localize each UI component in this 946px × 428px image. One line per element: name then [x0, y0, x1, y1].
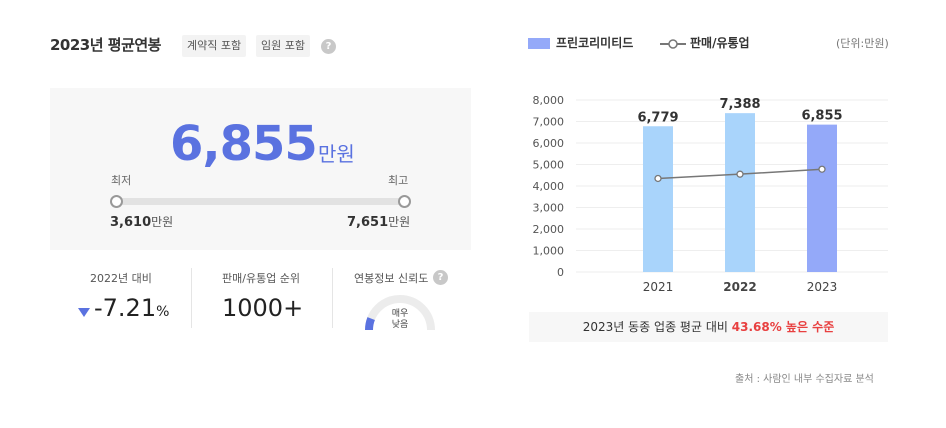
stat-rank-value: 1000+ [222, 294, 304, 322]
page-title: 2023년 평균연봉 [50, 36, 161, 54]
max-knob [398, 195, 411, 208]
y-tick-label: 8,000 [533, 94, 565, 107]
legend-line-icon [660, 39, 686, 49]
stat-yoy-value: -7.21% [94, 294, 170, 322]
stat-rank-label: 판매/유통업 순위 [222, 272, 301, 285]
bar-value-label: 6,855 [801, 109, 842, 124]
y-tick-label: 0 [557, 266, 564, 279]
min-value: 3,610만원 [110, 215, 174, 230]
industry-point [654, 174, 662, 183]
stat-divider [332, 268, 333, 328]
down-arrow-icon [78, 308, 90, 317]
help-icon[interactable]: ? [433, 270, 448, 285]
y-tick-label: 6,000 [533, 137, 565, 150]
tag-executive: 임원 포함 [256, 35, 310, 57]
industry-point [818, 165, 826, 173]
bar-value-label: 6,779 [637, 110, 678, 125]
gauge-text-1: 매우 [392, 308, 409, 319]
unit-note: (단위:만원) [836, 37, 889, 50]
gauge-track [365, 295, 435, 331]
help-icon[interactable]: ? [321, 39, 336, 54]
x-tick-label: 2022 [723, 280, 756, 294]
y-tick-label: 2,000 [533, 223, 565, 236]
tag-contract: 계약직 포함 [182, 35, 247, 57]
source-note: 출처 : 사람인 내부 수집자료 분석 [735, 374, 874, 385]
salary-card: 6,855 만원 최저 최고 3,610만원 7,651만원 [50, 88, 471, 250]
range-track [117, 198, 405, 205]
stat-yoy-label: 2022년 대비 [90, 272, 152, 285]
y-tick-label: 4,000 [533, 180, 565, 193]
stat-divider [191, 268, 192, 328]
bar [643, 126, 673, 272]
x-tick-label: 2023 [807, 280, 838, 294]
min-label: 최저 [111, 174, 132, 187]
bar [725, 113, 755, 272]
y-tick-label: 7,000 [533, 116, 565, 129]
industry-point [736, 170, 744, 178]
average-salary-unit: 만원 [318, 142, 355, 166]
max-label: 최고 [388, 174, 409, 187]
y-tick-label: 1,000 [533, 245, 565, 258]
legend-bar-swatch [528, 38, 550, 49]
reliability-gauge: 매우 낮음 [365, 295, 435, 331]
max-value: 7,651만원 [347, 215, 411, 230]
bar [807, 124, 837, 273]
y-tick-label: 3,000 [533, 202, 565, 215]
min-knob [110, 195, 123, 208]
gauge-fill [365, 317, 375, 331]
x-tick-label: 2021 [643, 280, 674, 294]
gauge-text-2: 낮음 [392, 319, 409, 330]
bar-value-label: 7,388 [719, 97, 760, 112]
legend-line-label: 판매/유통업 [690, 36, 750, 50]
stat-reliability-label: 연봉정보 신뢰도 [354, 272, 429, 285]
average-salary-value: 6,855 [170, 116, 318, 172]
salary-chart: 8,000 7,000 6,000 5,000 4,000 3,000 2,000 1,000… [533, 94, 888, 294]
y-tick-label: 5,000 [533, 159, 565, 172]
legend-bar-label: 프린코리미티드 [556, 36, 634, 50]
summary-box: 2023년 동종 업종 평균 대비 43.68% 높은 수준 [529, 312, 888, 342]
